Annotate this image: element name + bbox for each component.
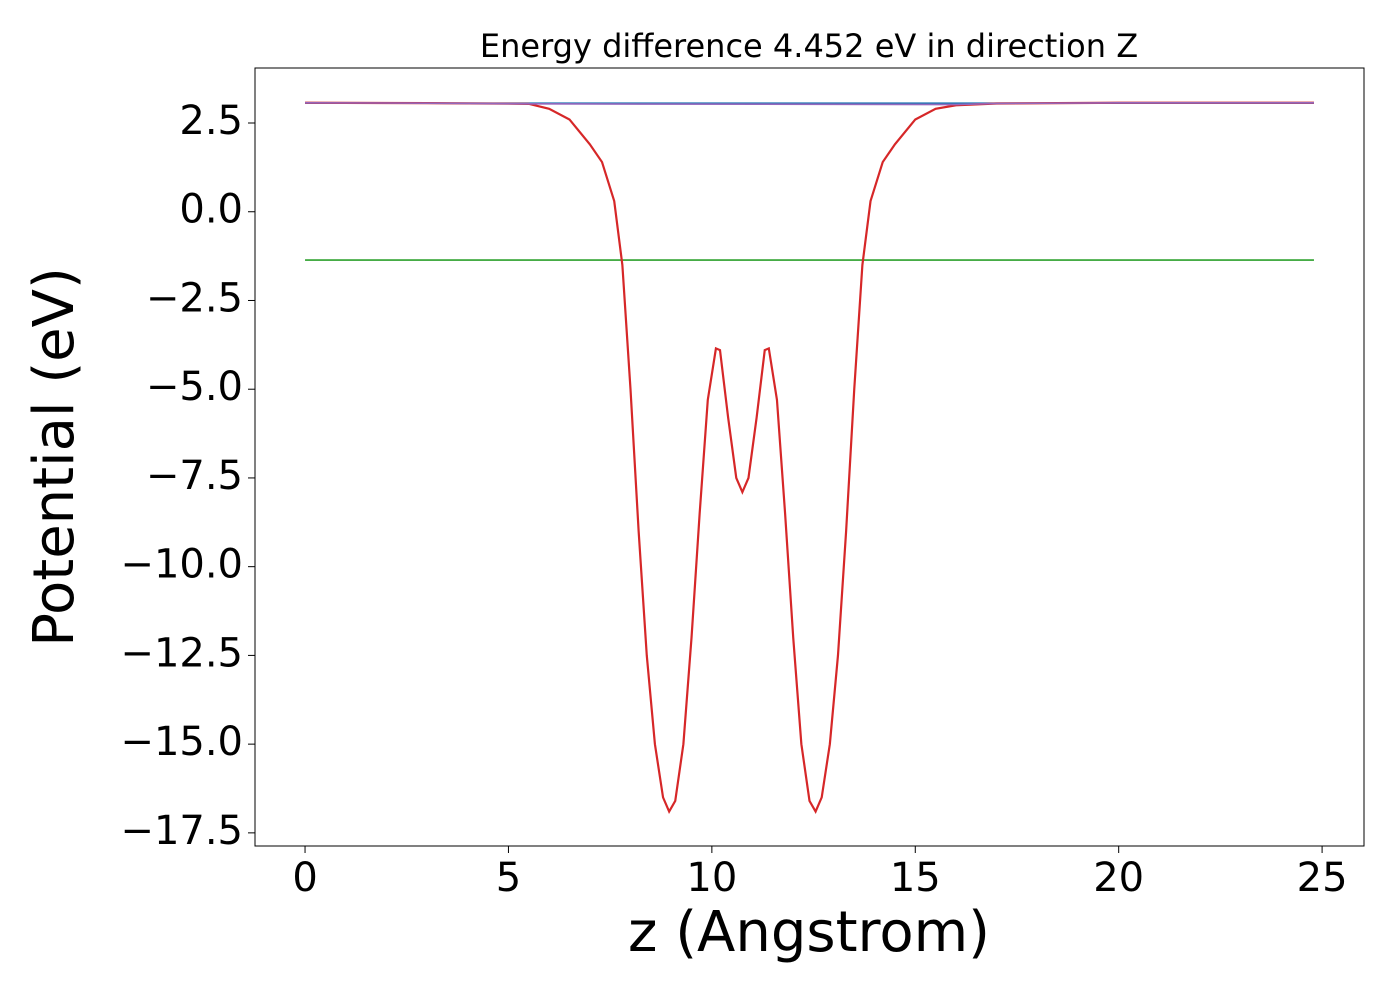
- y-tick-label: 0.0: [179, 187, 243, 233]
- x-tick-label: 5: [496, 855, 521, 901]
- x-tick-label: 0: [292, 855, 317, 901]
- series-line: [305, 101, 1314, 815]
- y-tick-label: −10.0: [120, 542, 243, 588]
- y-tick-label: 2.5: [179, 98, 243, 144]
- x-tick-label: 25: [1297, 855, 1348, 901]
- x-tick-label: 20: [1093, 855, 1144, 901]
- y-tick-label: −15.0: [120, 719, 243, 765]
- y-tick-label: −2.5: [146, 275, 243, 321]
- chart-title: Energy difference 4.452 eV in direction …: [480, 27, 1138, 65]
- plot-frame: [254, 67, 1365, 847]
- y-axis-label: Potential (eV): [22, 267, 87, 647]
- x-tick-label: 10: [686, 855, 737, 901]
- series-line: [305, 101, 1314, 106]
- y-tick-label: −5.0: [146, 364, 243, 410]
- y-tick-label: −17.5: [120, 808, 243, 854]
- y-tick-label: −12.5: [120, 630, 243, 676]
- x-tick-label: 15: [890, 855, 941, 901]
- x-axis-label: z (Angstrom): [628, 900, 990, 965]
- y-tick-label: −7.5: [146, 453, 243, 499]
